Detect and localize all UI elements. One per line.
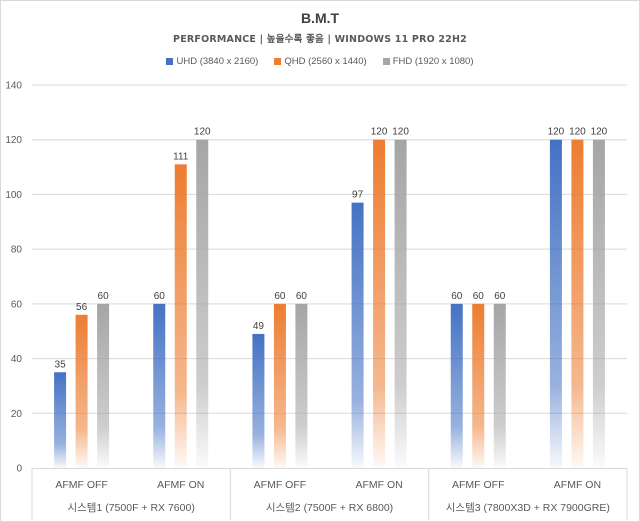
bar <box>273 303 286 468</box>
bar <box>592 139 605 468</box>
x-group-label: 시스템1 (7500F + RX 7600) <box>67 502 194 514</box>
y-tick-label: 20 <box>11 409 23 420</box>
data-label: 35 <box>55 359 67 370</box>
bar <box>472 303 485 468</box>
legend-label-uhd: UHD (3840 x 2160) <box>176 56 259 67</box>
data-label: 60 <box>451 291 463 302</box>
data-label: 60 <box>494 291 506 302</box>
x-category-label: AFMF ON <box>554 479 601 491</box>
y-tick-label: 100 <box>5 190 22 201</box>
legend: UHD (3840 x 2160) QHD (2560 x 1440) FHD … <box>0 56 640 67</box>
bar <box>54 372 67 468</box>
bar <box>373 139 386 468</box>
data-label: 120 <box>569 127 586 138</box>
data-label: 49 <box>253 321 265 332</box>
data-label: 120 <box>548 127 565 138</box>
legend-label-qhd: QHD (2560 x 1440) <box>284 56 367 67</box>
bar <box>97 303 110 468</box>
data-label: 60 <box>154 291 166 302</box>
data-label: 60 <box>473 291 485 302</box>
data-label: 111 <box>173 151 189 162</box>
bar <box>571 139 584 468</box>
bar <box>295 303 308 468</box>
legend-label-fhd: FHD (1920 x 1080) <box>392 56 474 67</box>
bar <box>174 164 187 469</box>
legend-item-uhd: UHD (3840 x 2160) <box>166 56 258 67</box>
legend-item-qhd: QHD (2560 x 1440) <box>274 56 367 67</box>
y-tick-label: 80 <box>11 245 23 256</box>
x-group-label: 시스템3 (7800X3D + RX 7900GRE) <box>446 502 610 514</box>
data-label: 120 <box>392 127 409 138</box>
x-category-label: AFMF OFF <box>55 479 108 491</box>
chart-subtitle: PERFORMANCE | 높을수록 좋음 | WINDOWS 11 PRO 2… <box>173 34 467 45</box>
chart-title: B.M.T <box>300 10 340 26</box>
bar <box>493 303 506 468</box>
x-category-label: AFMF OFF <box>452 479 505 491</box>
bar <box>450 303 463 468</box>
data-label: 120 <box>194 127 211 138</box>
bar <box>394 139 407 468</box>
y-tick-label: 40 <box>11 354 23 365</box>
y-tick-label: 60 <box>11 299 23 310</box>
bar <box>75 314 88 468</box>
data-label: 60 <box>98 291 110 302</box>
y-tick-label: 120 <box>5 135 22 146</box>
data-label: 97 <box>352 190 364 201</box>
data-label: 120 <box>371 127 388 138</box>
legend-swatch-qhd <box>274 58 282 65</box>
x-group-label: 시스템2 (7500F + RX 6800) <box>266 502 393 514</box>
legend-item-fhd: FHD (1920 x 1080) <box>382 56 474 67</box>
bar <box>549 139 562 468</box>
data-label: 120 <box>591 127 608 138</box>
legend-swatch-uhd <box>166 58 174 65</box>
x-category-label: AFMF ON <box>355 479 402 491</box>
bar <box>196 139 209 468</box>
legend-swatch-fhd <box>382 58 390 65</box>
y-tick-label: 0 <box>16 464 22 475</box>
bar <box>252 333 265 468</box>
x-category-label: AFMF OFF <box>254 479 307 491</box>
data-label: 56 <box>76 302 88 313</box>
y-tick-label: 140 <box>5 81 22 92</box>
data-label: 60 <box>274 291 286 302</box>
data-label: 60 <box>296 291 308 302</box>
x-category-label: AFMF ON <box>157 479 204 491</box>
bar <box>153 303 166 468</box>
bar <box>351 202 364 468</box>
